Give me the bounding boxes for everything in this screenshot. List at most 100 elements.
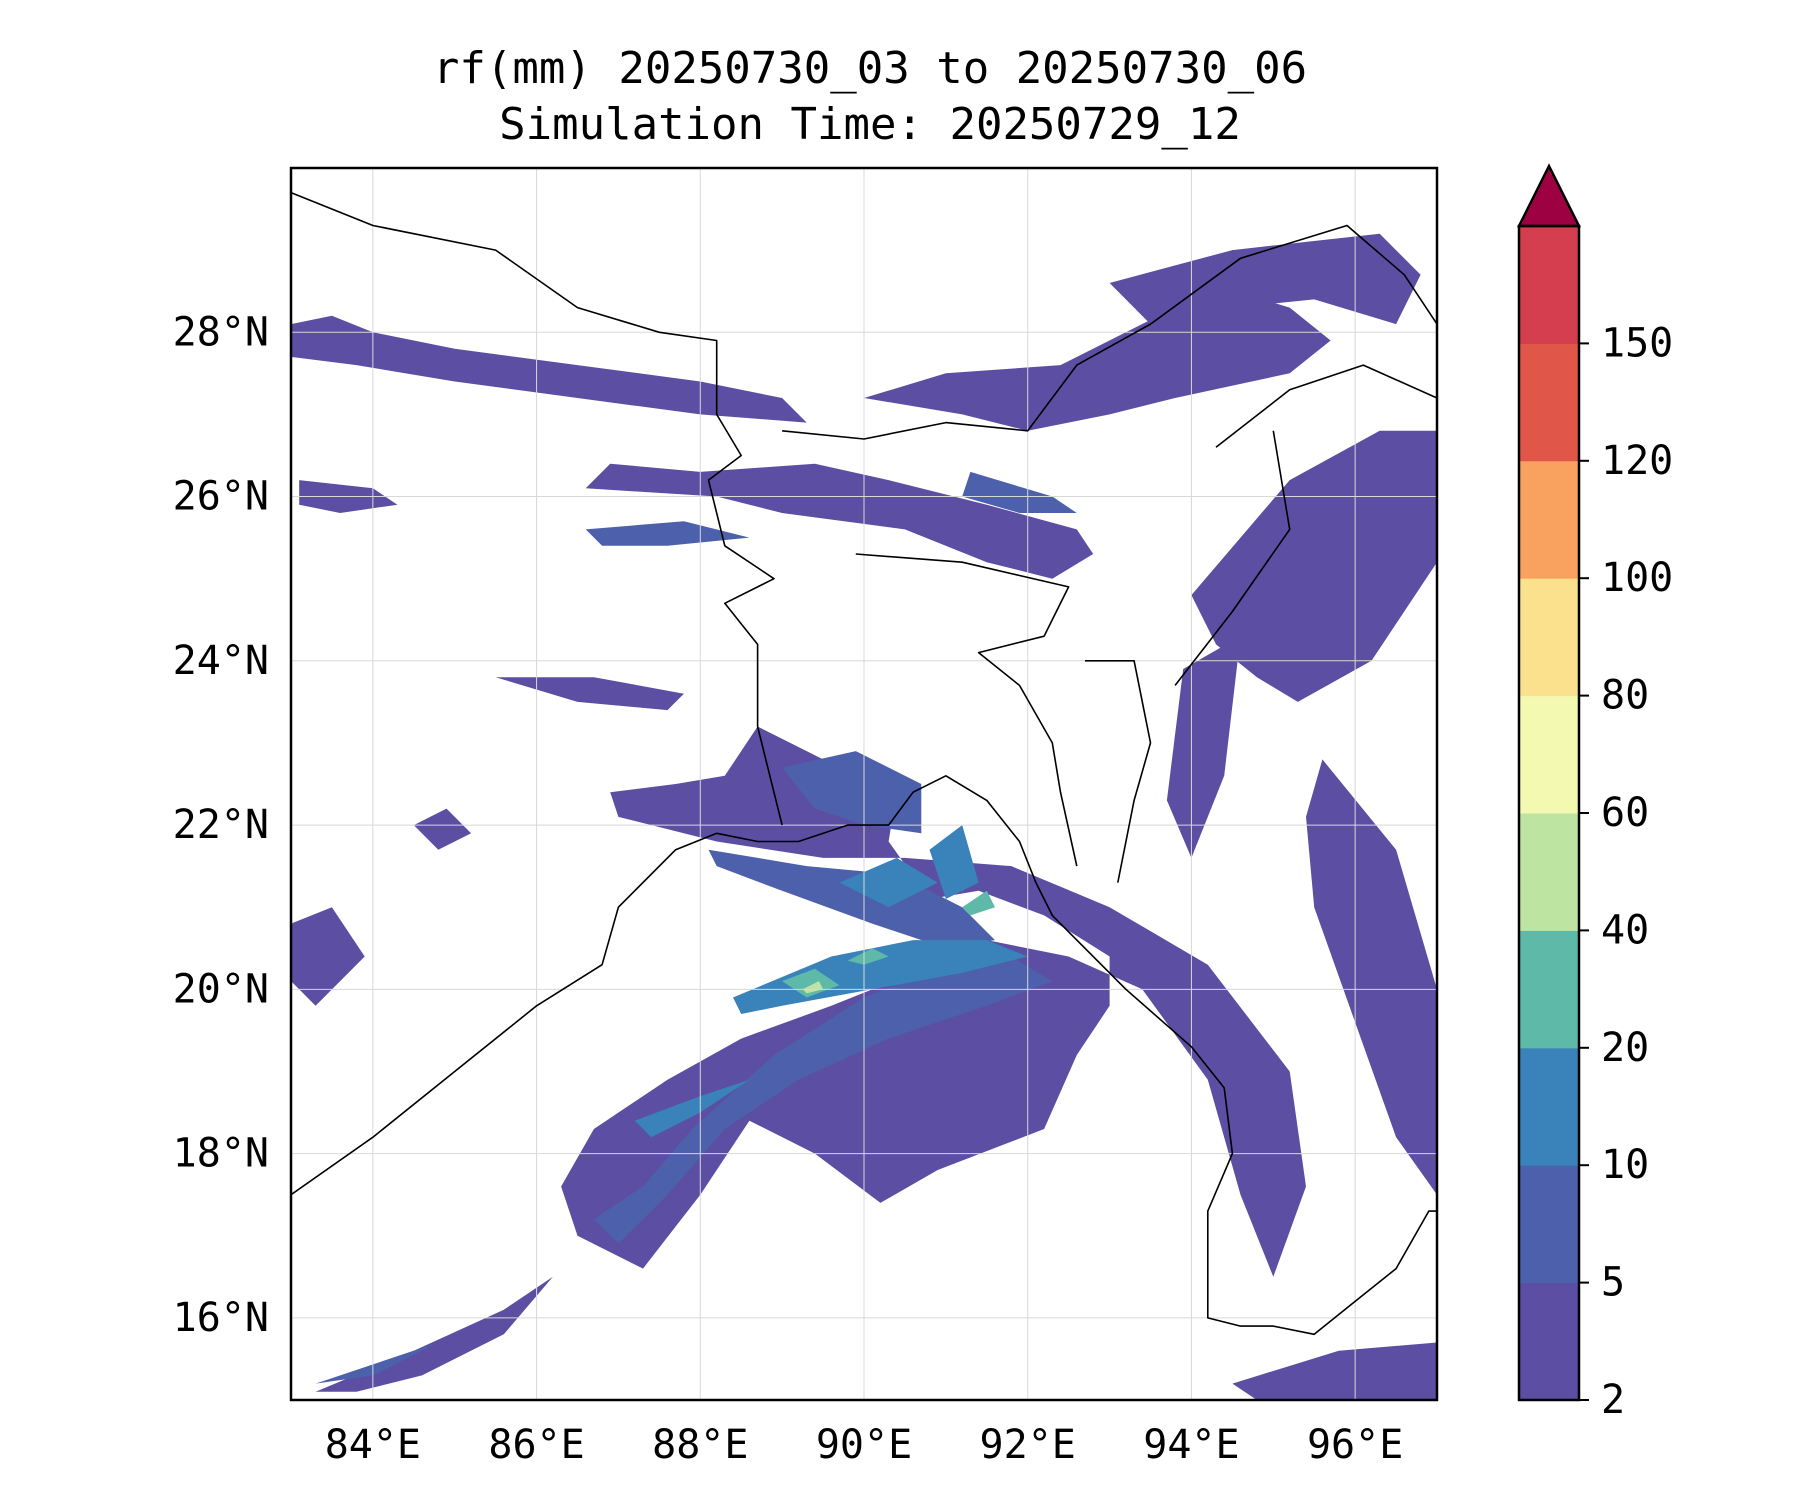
colorbar-tick-label: 10 (1601, 1142, 1649, 1188)
x-tick: 90°E (816, 1422, 912, 1468)
rain-contour-1 (291, 315, 807, 423)
colorbar-tick-label: 80 (1601, 673, 1649, 719)
rain-contour-20 (634, 1079, 750, 1138)
map-gridlines (291, 168, 1437, 1400)
rain-contour-26 (962, 890, 995, 916)
rain-contour-2 (585, 463, 1094, 579)
rain-contour-12 (291, 907, 365, 1006)
colorbar-tick-label: 5 (1601, 1260, 1625, 1306)
y-tick: 22°N (173, 802, 269, 848)
rain-contour-7 (495, 677, 684, 711)
rain-contour-15 (708, 849, 995, 949)
y-tick: 16°N (173, 1295, 269, 1341)
colorbar-segment-3 (1519, 930, 1579, 1049)
colorbar-tick: 2 (1579, 1377, 1625, 1423)
x-tick-label: 92°E (980, 1422, 1076, 1468)
colorbar-segment-7 (1519, 460, 1579, 579)
rain-contour-3 (864, 283, 1331, 431)
y-tick-label: 28°N (173, 309, 269, 355)
y-tick-label: 24°N (173, 638, 269, 684)
colorbar-segment-8 (1519, 343, 1579, 462)
colorbar-segment-4 (1519, 813, 1579, 931)
chart-title-line2: Simulation Time: 20250729_12 (499, 99, 1241, 150)
x-axis: 84°E 86°E 88°E 90°E 92°E 94°E 96°E (325, 1422, 1404, 1468)
y-axis: 16°N 18°N 20°N 22°N 24°N 26°N 28°N (173, 309, 269, 1341)
colorbar-tick-label: 40 (1601, 907, 1649, 953)
boundary-line-5 (1215, 364, 1437, 448)
colorbar-tick: 60 (1579, 790, 1649, 836)
boundary-line-6 (1174, 430, 1291, 686)
colorbar-segment-1 (1519, 1165, 1579, 1284)
y-tick: 20°N (173, 966, 269, 1012)
colorbar-tick: 80 (1579, 673, 1649, 719)
rain-contour-4 (1109, 233, 1421, 325)
colorbar-segment-9 (1519, 226, 1579, 344)
chart-title-line1: rf(mm) 20250730_03 to 20250730_06 (432, 43, 1308, 94)
rain-contour-14 (593, 956, 1053, 1244)
x-tick: 94°E (1143, 1422, 1239, 1468)
rain-contour-6 (1166, 636, 1241, 858)
boundary-line-4 (1085, 659, 1152, 883)
colorbar-tick: 10 (1579, 1142, 1649, 1188)
x-tick-label: 94°E (1143, 1422, 1239, 1468)
rain-contour-11 (1232, 1342, 1437, 1400)
colorbar-tick: 20 (1579, 1025, 1649, 1071)
boundary-line-2 (782, 224, 1437, 440)
x-tick: 84°E (325, 1422, 421, 1468)
y-tick: 28°N (173, 309, 269, 355)
rain-contour-24 (782, 968, 840, 998)
colorbar-segment-6 (1519, 578, 1579, 697)
colorbar-tick-label: 20 (1601, 1025, 1649, 1071)
y-tick: 24°N (173, 638, 269, 684)
y-tick-label: 22°N (173, 802, 269, 848)
colorbar-extend-arrow (1516, 163, 1582, 228)
colorbar-tick-label: 100 (1601, 555, 1673, 601)
x-tick-label: 96°E (1307, 1422, 1403, 1468)
colorbar-segment-5 (1519, 695, 1579, 814)
colorbar-tick: 150 (1579, 320, 1673, 366)
rain-contour-16 (782, 751, 922, 834)
rain-contour-27 (802, 981, 824, 994)
rain-contour-18 (962, 471, 1077, 513)
boundary-line-0 (291, 774, 1437, 1336)
colorbar-tick: 40 (1579, 907, 1649, 953)
x-tick: 92°E (980, 1422, 1076, 1468)
coastlines (291, 191, 1437, 1336)
x-tick-label: 90°E (816, 1422, 912, 1468)
y-tick-label: 26°N (173, 474, 269, 520)
colorbar: 2 5 10 20 40 60 80 100 120 150 (1516, 163, 1673, 1423)
y-tick: 18°N (173, 1131, 269, 1177)
rain-contour-13 (413, 808, 472, 850)
y-tick: 26°N (173, 474, 269, 520)
x-tick-label: 84°E (325, 1422, 421, 1468)
x-tick-label: 88°E (652, 1422, 748, 1468)
y-tick-label: 20°N (173, 966, 269, 1012)
colorbar-tick-label: 60 (1601, 790, 1649, 836)
boundary-line-3 (855, 553, 1078, 867)
rain-contour-5 (1191, 430, 1437, 702)
rain-contour-9 (315, 1276, 553, 1392)
rain-contour-10 (1306, 759, 1437, 1195)
rain-contour-19 (315, 1342, 439, 1384)
colorbar-segment-0 (1519, 1282, 1579, 1401)
x-tick: 96°E (1307, 1422, 1403, 1468)
y-tick-label: 16°N (173, 1295, 269, 1341)
colorbar-tick-label: 120 (1601, 438, 1673, 484)
colorbar-tick: 120 (1579, 438, 1673, 484)
colorbar-segment-2 (1519, 1047, 1579, 1166)
rain-contour-25 (847, 948, 889, 965)
colorbar-tick-label: 2 (1601, 1377, 1625, 1423)
map-frame (289, 166, 1439, 1402)
x-tick: 88°E (652, 1422, 748, 1468)
rain-contour-22 (929, 825, 979, 899)
x-tick: 86°E (488, 1422, 584, 1468)
colorbar-tick: 100 (1579, 555, 1673, 601)
colorbar-tick: 5 (1579, 1260, 1625, 1306)
boundary-line-1 (291, 191, 783, 826)
y-tick-label: 18°N (173, 1131, 269, 1177)
rainfall-field (291, 233, 1437, 1400)
rain-contour-17 (585, 521, 750, 546)
x-tick-label: 86°E (488, 1422, 584, 1468)
colorbar-tick-label: 150 (1601, 320, 1673, 366)
